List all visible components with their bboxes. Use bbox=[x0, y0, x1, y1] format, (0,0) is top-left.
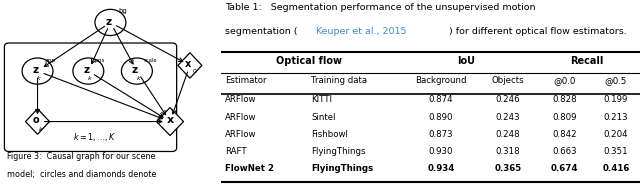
Text: 0.199: 0.199 bbox=[604, 95, 628, 104]
Text: Table 1:   Segmentation performance of the unsupervised motion: Table 1: Segmentation performance of the… bbox=[225, 3, 536, 12]
Text: model;  circles and diamonds denote: model; circles and diamonds denote bbox=[6, 170, 156, 179]
Polygon shape bbox=[178, 53, 202, 78]
Text: ARFlow: ARFlow bbox=[225, 113, 257, 122]
Text: $k$: $k$ bbox=[36, 74, 42, 82]
Text: Sintel: Sintel bbox=[311, 113, 335, 122]
Text: 0.890: 0.890 bbox=[429, 113, 453, 122]
Circle shape bbox=[73, 58, 104, 84]
Text: pos: pos bbox=[95, 58, 106, 63]
Text: @0.5: @0.5 bbox=[605, 76, 627, 85]
Text: FlyingThings: FlyingThings bbox=[311, 147, 365, 156]
Text: $k$: $k$ bbox=[136, 74, 141, 82]
Text: Fishbowl: Fishbowl bbox=[311, 130, 348, 139]
Text: bg: bg bbox=[119, 8, 127, 14]
Text: segmentation (: segmentation ( bbox=[225, 27, 298, 36]
FancyBboxPatch shape bbox=[4, 43, 177, 151]
Text: ARFlow: ARFlow bbox=[225, 95, 257, 104]
Text: 0.873: 0.873 bbox=[429, 130, 453, 139]
Text: ARFlow: ARFlow bbox=[225, 130, 257, 139]
Text: app: app bbox=[44, 58, 55, 63]
Text: Optical flow: Optical flow bbox=[276, 56, 342, 66]
Text: $\mathbf{z}$: $\mathbf{z}$ bbox=[131, 65, 139, 75]
Polygon shape bbox=[26, 109, 49, 134]
Text: 0.874: 0.874 bbox=[429, 95, 453, 104]
Text: 0.934: 0.934 bbox=[427, 164, 454, 173]
Text: 0.365: 0.365 bbox=[494, 164, 522, 173]
Text: $\mathbf{x}$: $\mathbf{x}$ bbox=[166, 115, 175, 125]
Text: 0.674: 0.674 bbox=[551, 164, 579, 173]
Text: 0.809: 0.809 bbox=[552, 113, 577, 122]
Text: KITTI: KITTI bbox=[311, 95, 332, 104]
Text: 0.204: 0.204 bbox=[604, 130, 628, 139]
Text: Recall: Recall bbox=[570, 56, 604, 66]
Text: Training data: Training data bbox=[311, 76, 367, 85]
Text: $\mathbf{z}$: $\mathbf{z}$ bbox=[32, 65, 40, 75]
Polygon shape bbox=[157, 108, 184, 136]
Text: FlowNet 2: FlowNet 2 bbox=[225, 164, 274, 173]
Text: 0.243: 0.243 bbox=[495, 113, 520, 122]
Text: 0.663: 0.663 bbox=[552, 147, 577, 156]
Text: Figure 3:  Causal graph for our scene: Figure 3: Causal graph for our scene bbox=[6, 152, 155, 161]
Text: 0.351: 0.351 bbox=[604, 147, 628, 156]
Text: Keuper et al., 2015: Keuper et al., 2015 bbox=[316, 27, 407, 36]
Text: 0.828: 0.828 bbox=[552, 95, 577, 104]
Text: RAFT: RAFT bbox=[225, 147, 246, 156]
Text: $\mathbf{o}$: $\mathbf{o}$ bbox=[32, 115, 40, 125]
Text: 0.318: 0.318 bbox=[495, 147, 520, 156]
Text: 0.246: 0.246 bbox=[495, 95, 520, 104]
Text: $k = 1, \ldots, K$: $k = 1, \ldots, K$ bbox=[73, 131, 116, 143]
Text: $\mathbf{z}$: $\mathbf{z}$ bbox=[106, 16, 113, 27]
Text: 0: 0 bbox=[193, 69, 196, 74]
Text: @0.0: @0.0 bbox=[554, 76, 576, 85]
Text: 0.930: 0.930 bbox=[429, 147, 453, 156]
Text: scale: scale bbox=[143, 58, 157, 63]
Circle shape bbox=[122, 58, 152, 84]
Text: IoU: IoU bbox=[457, 56, 475, 66]
Text: 0.213: 0.213 bbox=[604, 113, 628, 122]
Circle shape bbox=[95, 9, 126, 36]
Text: ) for different optical flow estimators.: ) for different optical flow estimators. bbox=[449, 27, 627, 36]
Text: 0.416: 0.416 bbox=[602, 164, 630, 173]
Circle shape bbox=[22, 58, 53, 84]
Text: $k$: $k$ bbox=[87, 74, 93, 82]
Text: 0.248: 0.248 bbox=[495, 130, 520, 139]
Text: $\mathbf{x}$: $\mathbf{x}$ bbox=[184, 59, 192, 69]
Text: Estimator: Estimator bbox=[225, 76, 266, 85]
Text: $k$: $k$ bbox=[38, 125, 44, 133]
Text: Objects: Objects bbox=[492, 76, 524, 85]
Text: Background: Background bbox=[415, 76, 467, 85]
Text: $\mathbf{z}$: $\mathbf{z}$ bbox=[83, 65, 90, 75]
Text: 0.842: 0.842 bbox=[552, 130, 577, 139]
Text: FlyingThings: FlyingThings bbox=[311, 164, 373, 173]
